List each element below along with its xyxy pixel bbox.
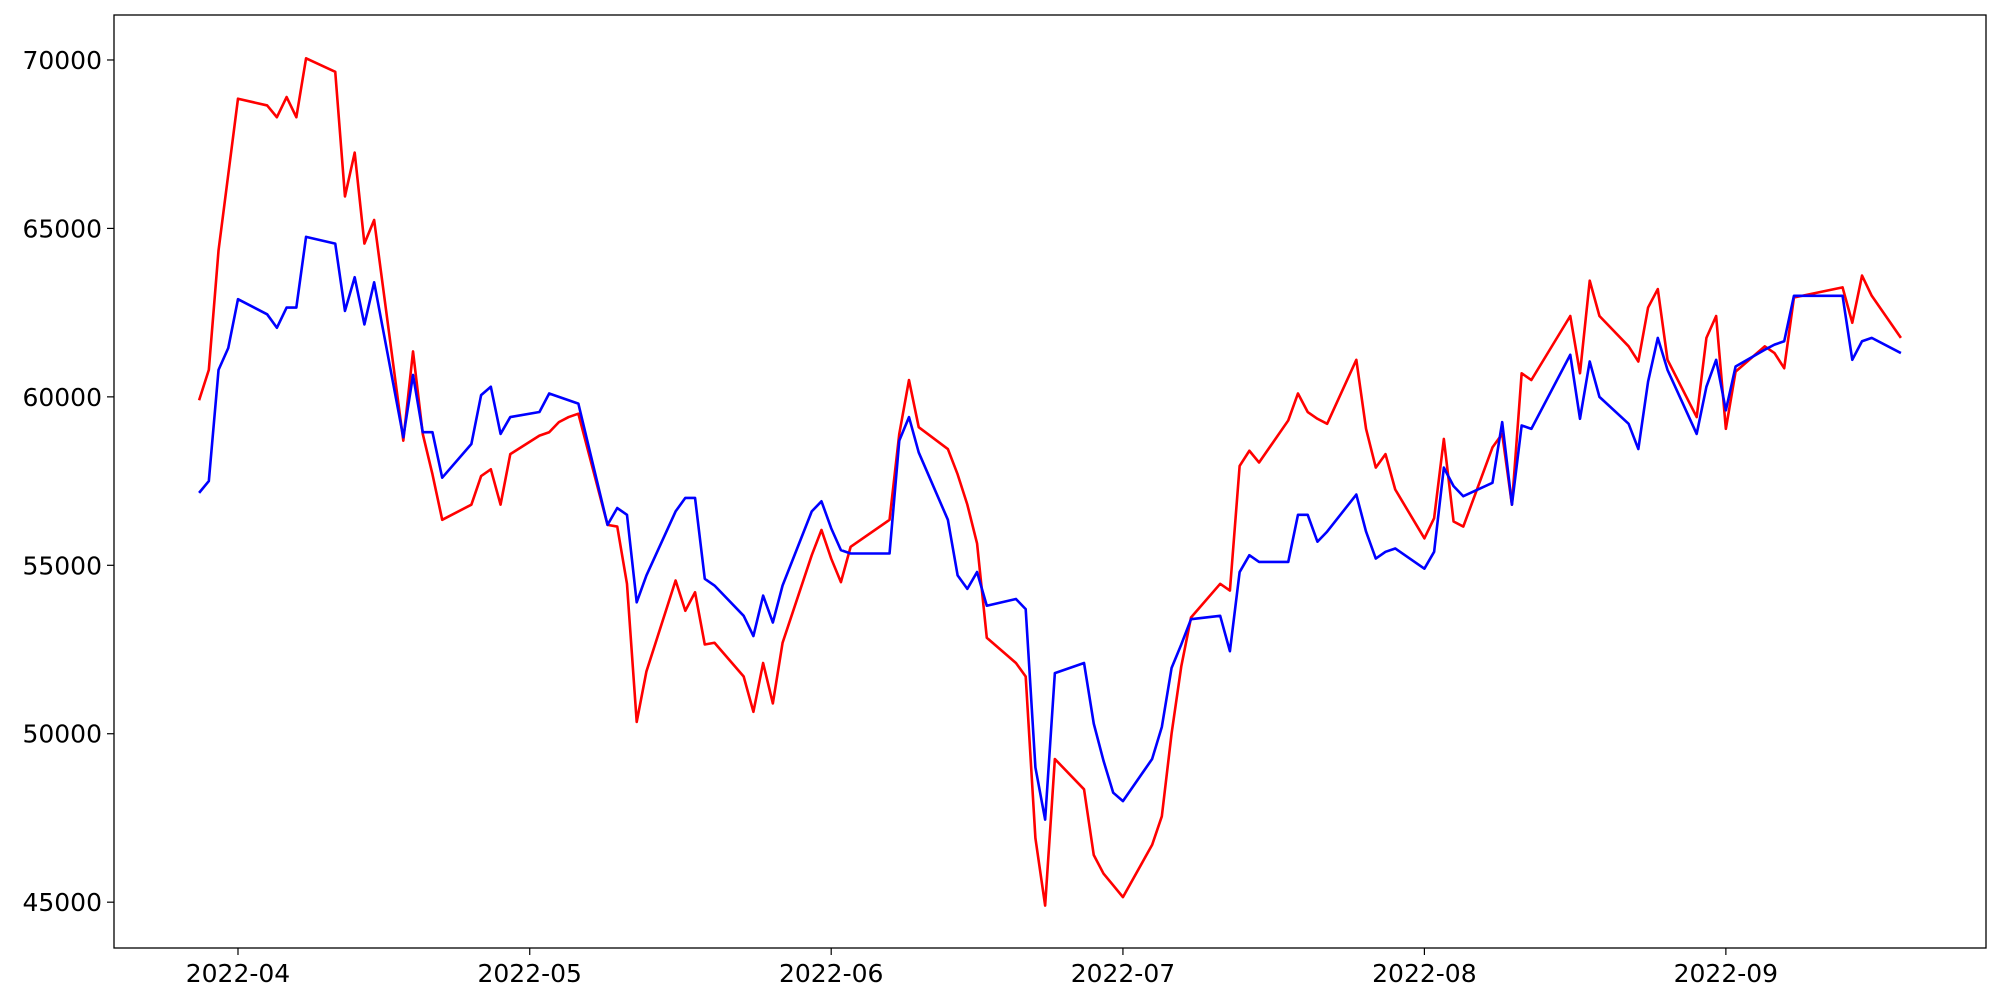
y-tick-label: 55000 — [22, 551, 102, 580]
plot-frame — [113, 14, 1987, 949]
x-tick-label: 2022-06 — [779, 959, 883, 988]
series-line — [198, 235, 1902, 821]
x-tick-label: 2022-09 — [1674, 959, 1778, 988]
x-tick-label: 2022-04 — [186, 959, 290, 988]
y-tick-label: 70000 — [22, 46, 102, 75]
y-tick-label: 50000 — [22, 720, 102, 749]
x-tick-label: 2022-08 — [1372, 959, 1476, 988]
series-line — [197, 56, 1902, 907]
y-tick-label: 65000 — [22, 214, 102, 243]
x-tick-label: 2022-05 — [477, 959, 581, 988]
y-tick-label: 45000 — [22, 888, 102, 917]
x-tick-label: 2022-07 — [1071, 959, 1175, 988]
y-tick-label: 60000 — [22, 383, 102, 412]
